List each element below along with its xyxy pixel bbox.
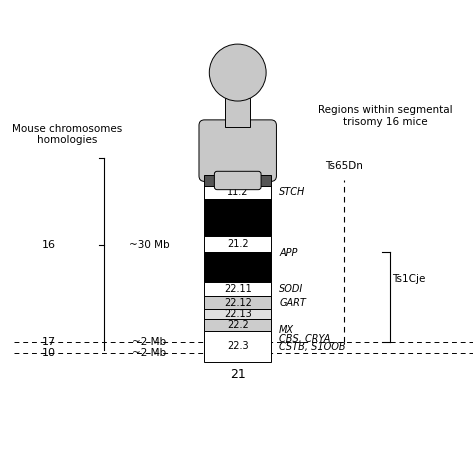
Text: STCH: STCH	[279, 187, 306, 197]
Text: 22.12: 22.12	[224, 298, 252, 308]
Text: GART: GART	[279, 298, 306, 308]
FancyBboxPatch shape	[199, 120, 276, 182]
Text: ~2 Mb: ~2 Mb	[132, 337, 166, 347]
Text: Mouse chromosomes
homologies: Mouse chromosomes homologies	[12, 124, 122, 146]
Text: 22.3: 22.3	[227, 341, 248, 352]
Text: ~30 Mb: ~30 Mb	[129, 240, 170, 250]
Bar	[204, 185, 271, 199]
Bar	[204, 309, 271, 319]
Bar	[204, 252, 271, 281]
Bar	[204, 296, 271, 309]
Text: 22.11: 22.11	[224, 284, 252, 294]
Bar	[204, 331, 271, 362]
Bar	[204, 236, 271, 252]
Text: CBS, CRYA: CBS, CRYA	[279, 334, 330, 344]
Text: 10: 10	[42, 348, 55, 358]
Text: 11.2: 11.2	[227, 187, 248, 197]
Text: Regions within segmental
trisomy 16 mice: Regions within segmental trisomy 16 mice	[318, 105, 453, 127]
Text: Ts65Dn: Ts65Dn	[325, 161, 363, 171]
Bar	[204, 281, 271, 296]
Text: 17: 17	[42, 337, 56, 347]
Bar	[225, 98, 250, 127]
Text: 21.2: 21.2	[227, 239, 248, 249]
Text: 21: 21	[230, 368, 246, 381]
Bar	[204, 199, 271, 236]
Text: Ts1Cje: Ts1Cje	[392, 274, 426, 284]
Text: MX: MX	[279, 325, 294, 335]
Text: 16: 16	[42, 240, 55, 250]
Bar	[204, 319, 271, 331]
Text: 22.13: 22.13	[224, 309, 252, 319]
Text: CSTB, S1OOB: CSTB, S1OOB	[279, 342, 346, 352]
Bar	[204, 175, 271, 186]
Text: ~2 Mb: ~2 Mb	[132, 348, 166, 358]
Text: APP: APP	[279, 248, 298, 258]
Circle shape	[210, 44, 266, 101]
Text: 22.2: 22.2	[227, 320, 248, 330]
Text: SODI: SODI	[279, 284, 303, 294]
FancyBboxPatch shape	[214, 171, 261, 190]
